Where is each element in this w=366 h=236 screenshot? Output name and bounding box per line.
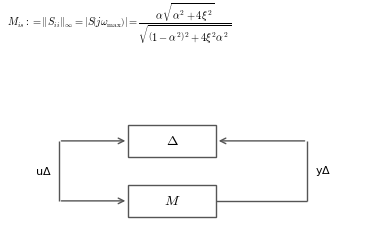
Bar <box>128 125 216 157</box>
Text: y$\Delta$: y$\Delta$ <box>315 164 331 178</box>
Text: $M$: $M$ <box>164 194 180 208</box>
Bar <box>128 185 216 217</box>
Text: $M_{is} := \|S_{ii}\|_\infty = \left|S\!\left(j\omega_{\max}\right)\right| = \df: $M_{is} := \|S_{ii}\|_\infty = \left|S\!… <box>7 2 231 46</box>
Text: u$\Delta$: u$\Delta$ <box>35 165 51 177</box>
Text: $\Delta$: $\Delta$ <box>165 134 179 148</box>
